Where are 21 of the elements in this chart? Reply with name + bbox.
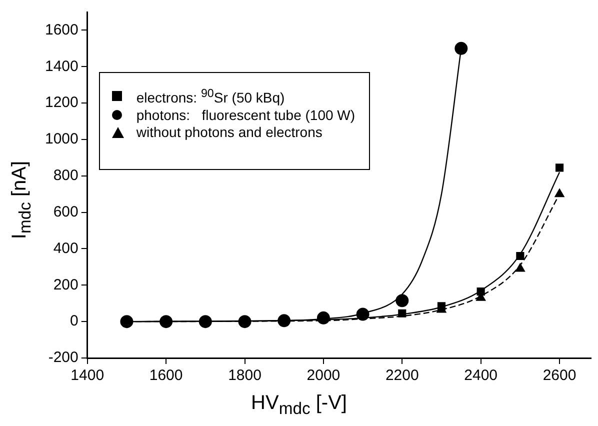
y-tick-label: 200 [53,276,78,294]
x-tick-label: 2200 [385,367,419,384]
y-tick-label: 800 [53,167,78,184]
y-tick-label: 400 [53,240,78,257]
x-axis-title: HV$_{mdc}$ [-V] [250,392,348,419]
y-tick-label: 1000 [44,130,78,148]
x-tick-label: 2600 [542,367,576,384]
legend-label: electrons: $^{90}$Sr (50 kBq) [136,86,285,107]
x-tick-label: 1600 [149,367,183,384]
y-tick-label: 1200 [44,94,78,112]
y-tick-label: 1400 [44,58,78,75]
x-tick-label: 2400 [464,367,498,384]
y-tick-label: 600 [53,203,78,220]
legend-label: photons: fluorescent tube (100 W) [136,106,356,124]
x-tick-label: 2000 [306,367,340,384]
y-tick-label: 0 [70,312,78,330]
x-tick-label: 1400 [70,367,104,384]
x-tick-label: 1800 [228,367,262,384]
y-tick-label: -200 [48,349,78,366]
legend-label: without photons and electrons [136,124,322,141]
y-tick-label: 1600 [44,21,78,38]
